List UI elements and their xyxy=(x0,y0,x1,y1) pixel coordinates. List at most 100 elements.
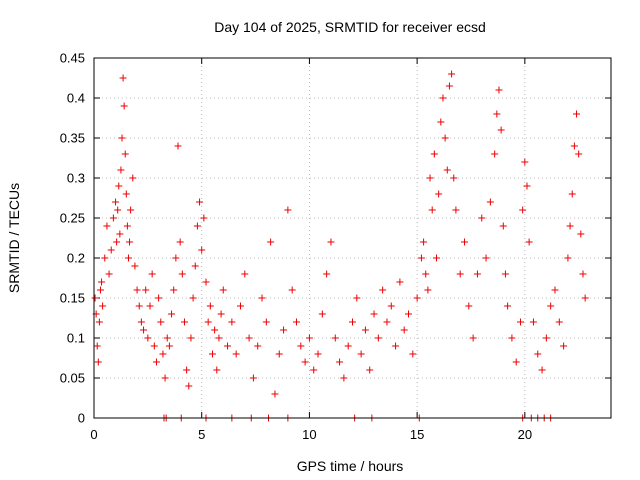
data-point xyxy=(275,350,283,358)
data-point xyxy=(135,302,143,310)
data-point xyxy=(193,222,201,230)
data-point xyxy=(413,294,421,302)
y-tick-label: 0.15 xyxy=(60,291,85,306)
data-point xyxy=(245,334,253,342)
data-point xyxy=(185,382,193,390)
data-point xyxy=(405,310,413,318)
data-point xyxy=(517,318,525,326)
data-point xyxy=(95,318,103,326)
data-point xyxy=(318,310,326,318)
data-point xyxy=(508,334,516,342)
data-point xyxy=(577,230,585,238)
data-point xyxy=(178,270,186,278)
data-point xyxy=(202,278,210,286)
x-tick-label: 5 xyxy=(198,427,205,442)
data-point xyxy=(422,270,430,278)
data-point xyxy=(564,254,572,262)
data-point xyxy=(127,206,135,214)
data-point xyxy=(150,342,158,350)
data-point xyxy=(428,206,436,214)
x-tick-label: 15 xyxy=(410,427,424,442)
data-point xyxy=(198,246,206,254)
data-point xyxy=(213,366,221,374)
data-point xyxy=(420,238,428,246)
data-point xyxy=(172,254,180,262)
data-point xyxy=(121,150,129,158)
data-point xyxy=(117,166,125,174)
y-tick-label: 0.3 xyxy=(67,171,85,186)
data-point xyxy=(258,294,266,302)
data-point xyxy=(208,350,216,358)
data-point xyxy=(120,102,128,110)
data-point xyxy=(523,182,531,190)
y-tick-label: 0.1 xyxy=(67,331,85,346)
axis-ticks: 0 0.05 0.1 0.15 0.2 0.25 0.3 0.35 0.4 0.45 0 5 10 15 2… xyxy=(60,51,611,442)
data-point xyxy=(493,110,501,118)
data-point xyxy=(573,110,581,118)
data-point xyxy=(409,350,417,358)
data-point xyxy=(232,350,240,358)
x-axis-label: GPS time / hours xyxy=(297,458,404,474)
data-point xyxy=(96,286,104,294)
data-point xyxy=(349,318,356,326)
data-point xyxy=(366,366,374,374)
data-point xyxy=(118,134,126,142)
data-point xyxy=(519,206,527,214)
data-point xyxy=(115,182,123,190)
data-point xyxy=(105,270,113,278)
data-point xyxy=(122,190,130,198)
data-point xyxy=(109,214,117,222)
data-point xyxy=(396,278,404,286)
data-point xyxy=(499,222,507,230)
data-point xyxy=(140,326,148,334)
data-point xyxy=(101,254,109,262)
data-point xyxy=(450,174,458,182)
data-point xyxy=(161,374,169,382)
y-tick-label: 0.05 xyxy=(60,371,85,386)
data-point xyxy=(424,286,432,294)
data-point xyxy=(361,326,369,334)
data-point xyxy=(137,318,145,326)
data-point xyxy=(157,318,165,326)
data-point xyxy=(155,294,163,302)
data-point xyxy=(191,262,199,270)
data-point xyxy=(566,222,574,230)
data-point xyxy=(292,318,300,326)
data-point xyxy=(344,342,352,350)
data-point xyxy=(98,278,106,286)
data-point xyxy=(170,286,178,294)
data-point xyxy=(94,358,102,366)
data-point xyxy=(215,334,223,342)
data-point xyxy=(99,302,107,310)
data-point xyxy=(116,230,124,238)
data-point xyxy=(284,206,292,214)
data-point xyxy=(340,374,348,382)
data-point xyxy=(180,318,188,326)
data-point xyxy=(478,214,486,222)
data-point xyxy=(547,302,555,310)
data-point xyxy=(114,206,122,214)
data-point xyxy=(211,326,219,334)
y-tick-label: 0.25 xyxy=(60,211,85,226)
y-tick-label: 0.4 xyxy=(67,91,85,106)
data-point xyxy=(133,286,141,294)
data-point xyxy=(426,174,434,182)
data-point xyxy=(469,334,477,342)
data-point xyxy=(183,366,191,374)
data-point xyxy=(119,74,127,82)
data-point xyxy=(301,358,309,366)
data-point xyxy=(400,326,408,334)
data-point xyxy=(262,318,270,326)
data-point xyxy=(417,254,425,262)
data-point xyxy=(206,302,214,310)
data-point xyxy=(387,302,395,310)
data-point xyxy=(501,270,509,278)
data-point xyxy=(126,238,134,246)
data-point xyxy=(437,118,445,126)
data-point xyxy=(336,358,344,366)
data-point xyxy=(473,270,481,278)
data-point xyxy=(310,366,318,374)
data-point xyxy=(123,222,131,230)
data-point xyxy=(219,286,227,294)
